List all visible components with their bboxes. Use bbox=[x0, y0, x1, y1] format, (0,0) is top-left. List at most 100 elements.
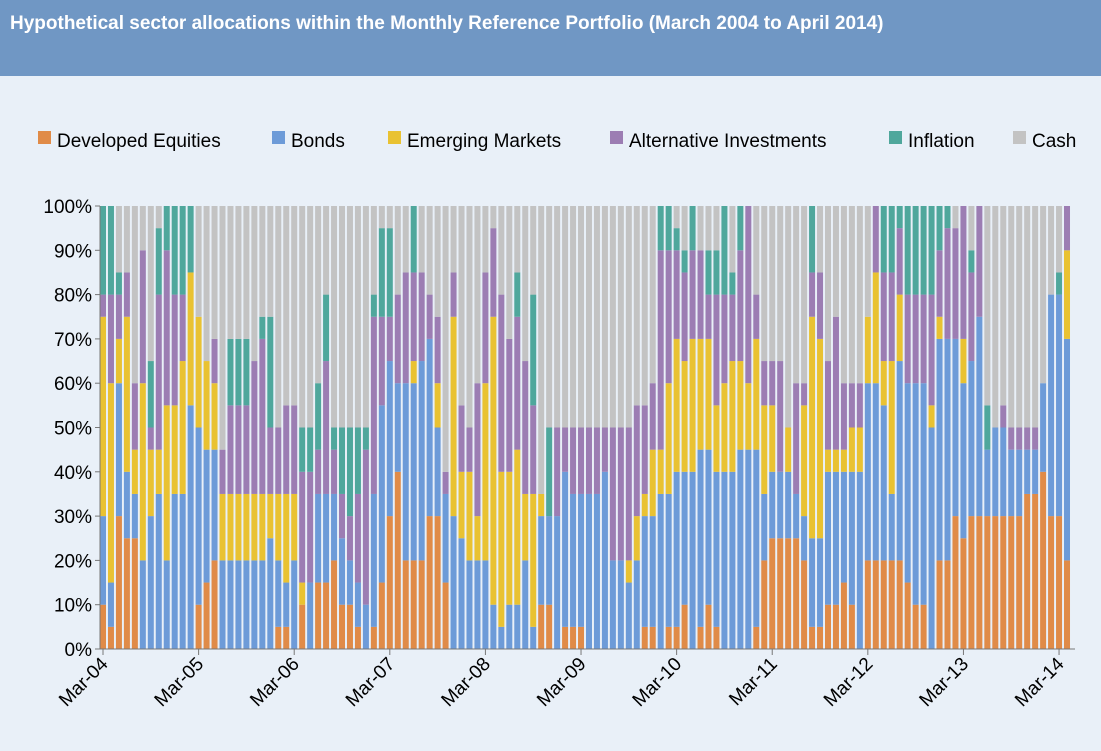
bar-segment bbox=[458, 206, 465, 406]
bar-segment bbox=[323, 206, 330, 295]
bar-segment bbox=[346, 604, 353, 649]
bar-segment bbox=[737, 449, 744, 649]
bar-segment bbox=[713, 294, 720, 406]
bar-segment bbox=[745, 449, 752, 649]
bar-segment bbox=[824, 361, 831, 450]
bar-segment bbox=[331, 493, 338, 561]
bar-segment bbox=[554, 427, 561, 517]
bar-segment bbox=[434, 383, 441, 428]
bar-segment bbox=[665, 626, 672, 649]
bar-segment bbox=[418, 361, 425, 561]
bar-segment bbox=[514, 449, 521, 605]
bar-segment bbox=[585, 206, 592, 428]
bar-segment bbox=[649, 206, 656, 384]
bar-segment bbox=[323, 493, 330, 583]
bar-segment bbox=[697, 338, 704, 450]
bar-segment bbox=[936, 250, 943, 317]
bar-segment bbox=[928, 294, 935, 406]
bar-segment bbox=[984, 405, 991, 450]
bar-segment bbox=[625, 427, 632, 561]
bar-segment bbox=[227, 560, 234, 649]
bar-segment bbox=[235, 405, 242, 494]
bar-segment bbox=[100, 316, 106, 517]
bar-segment bbox=[227, 206, 234, 339]
bar-segment bbox=[968, 272, 975, 362]
y-tick-label: 70% bbox=[54, 330, 92, 351]
x-tick-label: Mar-13 bbox=[916, 654, 973, 711]
bar-segment bbox=[211, 383, 218, 450]
bar-segment bbox=[801, 405, 808, 517]
bar-segment bbox=[203, 582, 210, 649]
bar-segment bbox=[171, 294, 178, 406]
bar-segment bbox=[880, 405, 887, 561]
bar-segment bbox=[219, 206, 226, 450]
x-tick-label: Mar-09 bbox=[533, 654, 590, 711]
bar-segment bbox=[323, 361, 330, 494]
bar-segment bbox=[378, 228, 385, 317]
bar-segment bbox=[920, 206, 927, 295]
bar-segment bbox=[872, 272, 879, 384]
bar-segment bbox=[968, 206, 975, 251]
bar-segment bbox=[203, 361, 210, 450]
bar-segment bbox=[952, 516, 959, 649]
bar-segment bbox=[840, 471, 847, 583]
bar-segment bbox=[434, 316, 441, 384]
bar-segment bbox=[155, 228, 162, 295]
bar-segment bbox=[872, 383, 879, 561]
bar-segment bbox=[1056, 206, 1063, 273]
bar-segment bbox=[840, 383, 847, 450]
bar-segment bbox=[315, 493, 322, 583]
bar-segment bbox=[824, 471, 831, 605]
y-tick-label: 0% bbox=[65, 640, 93, 661]
bar-segment bbox=[490, 604, 497, 649]
bar-segment bbox=[354, 427, 361, 494]
bar-segment bbox=[689, 250, 696, 339]
bar-segment bbox=[354, 206, 361, 428]
bar-segment bbox=[530, 206, 537, 295]
bar-segment bbox=[801, 516, 808, 561]
bar-segment bbox=[888, 560, 895, 649]
bar-segment bbox=[1048, 516, 1055, 649]
bar-segment bbox=[848, 383, 855, 428]
bar-segment bbox=[410, 272, 417, 362]
bar-segment bbox=[761, 405, 768, 494]
bar-segment bbox=[952, 338, 959, 517]
bar-segment bbox=[299, 206, 306, 428]
bar-segment bbox=[243, 560, 250, 649]
bar-segment bbox=[346, 427, 353, 517]
bar-segment bbox=[450, 316, 457, 517]
bar-segment bbox=[769, 206, 776, 362]
bar-segment bbox=[729, 272, 736, 295]
bar-segment bbox=[872, 206, 879, 273]
legend-label: Developed Equities bbox=[57, 131, 221, 152]
bar-segment bbox=[817, 538, 824, 627]
bar-segment bbox=[729, 294, 736, 362]
bar-segment bbox=[896, 294, 903, 362]
bar-segment bbox=[370, 294, 377, 317]
bar-segment bbox=[777, 538, 784, 649]
bar-segment bbox=[1056, 272, 1063, 295]
bar-segment bbox=[299, 427, 306, 472]
bar-segment bbox=[960, 338, 967, 384]
bar-segment bbox=[777, 361, 784, 472]
bar-segment bbox=[793, 206, 800, 384]
bar-segment bbox=[147, 516, 154, 649]
bar-segment bbox=[346, 516, 353, 561]
x-tick-label: Mar-06 bbox=[246, 654, 303, 711]
bar-segment bbox=[824, 449, 831, 472]
bar-segment bbox=[1056, 516, 1063, 649]
bar-segment bbox=[697, 449, 704, 627]
bar-segment bbox=[681, 250, 688, 273]
bar-segment bbox=[554, 516, 561, 649]
bar-segment bbox=[609, 427, 616, 561]
bar-segment bbox=[872, 560, 879, 649]
bar-segment bbox=[721, 383, 728, 472]
bar-segment bbox=[1016, 427, 1023, 450]
bar-segment bbox=[307, 427, 314, 472]
bar-segment bbox=[315, 449, 322, 494]
bar-segment bbox=[936, 560, 943, 649]
bar-segment bbox=[450, 516, 457, 649]
bar-segment bbox=[546, 604, 553, 649]
bar-segment bbox=[809, 272, 816, 317]
bar-segment bbox=[211, 449, 218, 561]
